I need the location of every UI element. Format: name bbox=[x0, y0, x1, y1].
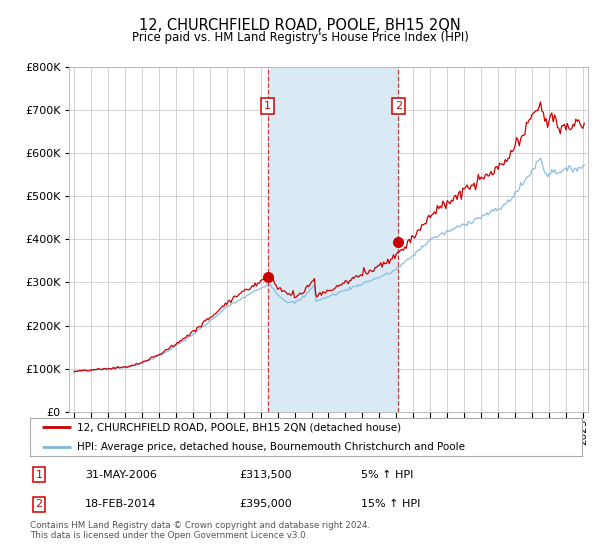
Text: £395,000: £395,000 bbox=[240, 500, 293, 509]
Text: 2: 2 bbox=[35, 500, 43, 509]
Text: 12, CHURCHFIELD ROAD, POOLE, BH15 2QN (detached house): 12, CHURCHFIELD ROAD, POOLE, BH15 2QN (d… bbox=[77, 422, 401, 432]
Bar bbox=[583, 67, 588, 412]
Text: 12, CHURCHFIELD ROAD, POOLE, BH15 2QN: 12, CHURCHFIELD ROAD, POOLE, BH15 2QN bbox=[139, 18, 461, 34]
Text: 31-MAY-2006: 31-MAY-2006 bbox=[85, 470, 157, 479]
Text: 2: 2 bbox=[395, 101, 402, 111]
Text: Price paid vs. HM Land Registry's House Price Index (HPI): Price paid vs. HM Land Registry's House … bbox=[131, 31, 469, 44]
Text: 15% ↑ HPI: 15% ↑ HPI bbox=[361, 500, 421, 509]
Text: 1: 1 bbox=[264, 101, 271, 111]
Text: 18-FEB-2014: 18-FEB-2014 bbox=[85, 500, 157, 509]
Text: Contains HM Land Registry data © Crown copyright and database right 2024.
This d: Contains HM Land Registry data © Crown c… bbox=[30, 521, 370, 540]
Text: £313,500: £313,500 bbox=[240, 470, 292, 479]
Text: HPI: Average price, detached house, Bournemouth Christchurch and Poole: HPI: Average price, detached house, Bour… bbox=[77, 442, 465, 452]
Text: 5% ↑ HPI: 5% ↑ HPI bbox=[361, 470, 413, 479]
Text: 1: 1 bbox=[35, 470, 43, 479]
Bar bbox=[268, 67, 398, 412]
